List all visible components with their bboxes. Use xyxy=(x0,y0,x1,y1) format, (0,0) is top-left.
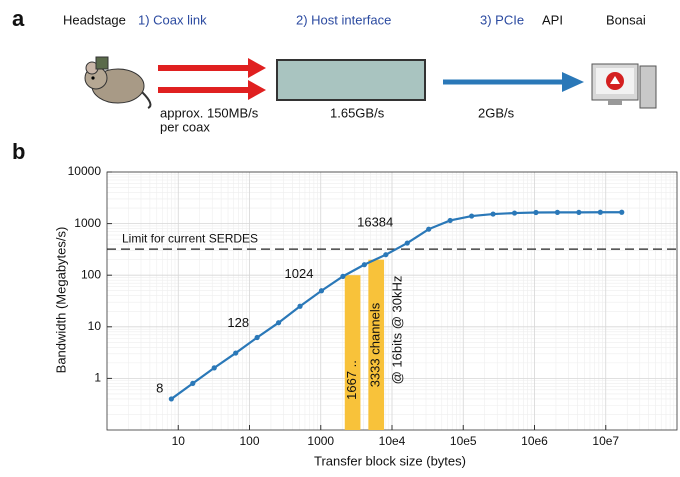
panel-label: b xyxy=(12,139,25,164)
pcie-arrow xyxy=(443,72,584,92)
coax-arrows xyxy=(158,58,266,100)
point xyxy=(340,273,346,279)
host-interface-box xyxy=(276,59,426,101)
point xyxy=(426,226,432,232)
point xyxy=(254,334,260,341)
stage-label: Bonsai xyxy=(606,12,646,27)
point xyxy=(233,350,239,356)
point xyxy=(511,210,518,216)
y-tick-label: 100 xyxy=(81,267,101,281)
rate-label: per coax xyxy=(160,119,210,134)
y-tick-label: 1 xyxy=(94,371,101,385)
point xyxy=(190,380,196,387)
point xyxy=(576,209,582,215)
x-tick-label: 10e4 xyxy=(379,434,406,448)
point xyxy=(361,262,367,268)
point xyxy=(275,320,282,326)
x-axis-label: Transfer block size (bytes) xyxy=(314,453,466,468)
plot-frame xyxy=(106,171,678,431)
bar-note: @ 16bits @ 30kHz xyxy=(389,276,404,385)
point xyxy=(211,365,217,371)
bar xyxy=(344,275,361,430)
point xyxy=(554,209,561,215)
rate-label: 1.65GB/s xyxy=(330,105,385,120)
point-label: 128 xyxy=(227,315,249,330)
mouse-icon xyxy=(84,56,152,109)
computer-icon xyxy=(591,63,657,109)
stage-label: 1) Coax link xyxy=(138,12,207,27)
point-label: 8 xyxy=(156,380,163,395)
bar-label: 3333 channels xyxy=(368,302,383,387)
point-label: 16384 xyxy=(357,214,393,229)
x-tick-label: 10e5 xyxy=(450,434,477,448)
point xyxy=(447,217,453,224)
point xyxy=(318,288,325,294)
x-tick-label: 10 xyxy=(172,434,186,448)
x-tick-label: 10e7 xyxy=(592,434,619,448)
point xyxy=(297,303,303,309)
point xyxy=(383,252,389,258)
stage-label: 3) PCIe xyxy=(480,12,524,27)
point xyxy=(469,213,475,219)
reference-label: Limit for current SERDES xyxy=(122,231,258,245)
point xyxy=(533,209,539,216)
y-tick-label: 10 xyxy=(88,319,102,333)
rate-label: 2GB/s xyxy=(478,105,515,120)
y-tick-label: 1000 xyxy=(74,216,101,230)
x-tick-label: 100 xyxy=(239,434,259,448)
x-tick-label: 1000 xyxy=(307,434,334,448)
x-tick-label: 10e6 xyxy=(521,434,548,448)
y-axis-label: Bandwidth (Megabytes/s) xyxy=(53,227,68,374)
point xyxy=(597,209,603,215)
point xyxy=(619,209,625,215)
stage-label: 2) Host interface xyxy=(296,12,391,27)
point-label: 1024 xyxy=(285,266,314,281)
point xyxy=(168,396,174,402)
line xyxy=(170,211,622,400)
stage-label: Headstage xyxy=(63,12,126,27)
bar xyxy=(368,259,385,430)
stage-label: API xyxy=(542,12,563,27)
bar-label: 1667 .. xyxy=(344,360,359,400)
point xyxy=(404,240,410,246)
panel-label: a xyxy=(12,6,25,31)
point xyxy=(490,211,496,217)
y-tick-label: 10000 xyxy=(68,164,102,178)
rate-label: approx. 150MB/s xyxy=(160,105,259,120)
